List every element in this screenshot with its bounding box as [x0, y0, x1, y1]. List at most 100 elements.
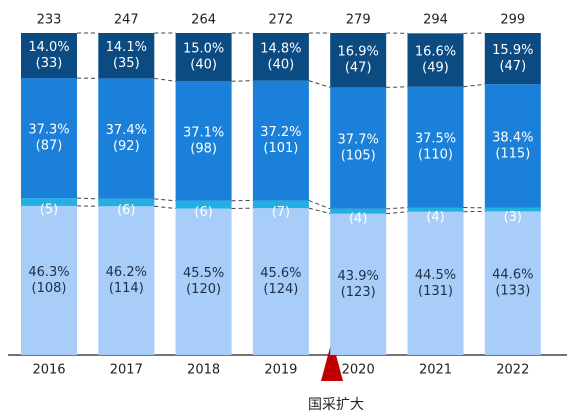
total-label: 272 [268, 13, 293, 28]
total-label: 264 [191, 13, 216, 28]
x-tick-label: 2019 [264, 363, 297, 378]
count-label: (47) [499, 59, 526, 74]
value-label: 37.1% [183, 126, 224, 141]
bar-segment [21, 198, 77, 206]
value-label: 15.9% [492, 43, 533, 58]
bar-segment [21, 33, 77, 79]
bar-segment [175, 81, 232, 201]
connector [154, 77, 176, 82]
value-label: 44.6% [492, 268, 533, 283]
bar-segment [484, 211, 541, 355]
connector [308, 80, 331, 88]
count-label: (47) [345, 61, 372, 76]
value-label: 16.6% [415, 45, 456, 60]
connector [386, 86, 408, 88]
value-label: 15.0% [183, 42, 224, 57]
value-label: 37.3% [28, 123, 69, 138]
value-label: 37.7% [338, 133, 379, 148]
count-label: (3) [504, 210, 522, 225]
connector [154, 198, 176, 202]
count-label: (49) [422, 61, 449, 76]
value-label: 14.8% [260, 41, 301, 56]
connector [308, 199, 331, 210]
count-label: (131) [418, 284, 453, 299]
count-label: (110) [418, 148, 453, 163]
count-label: (33) [36, 56, 63, 71]
total-label: 233 [37, 13, 62, 28]
connector [154, 205, 176, 209]
bar-segment [407, 86, 464, 208]
bar-segment [330, 208, 387, 214]
count-label: (108) [32, 281, 67, 296]
count-label: (133) [495, 284, 530, 299]
bar-segment [175, 200, 232, 209]
bar-segment [330, 33, 387, 88]
count-label: (101) [263, 141, 298, 156]
bar-segment [330, 87, 387, 209]
count-label: (120) [186, 282, 221, 297]
annotation: 国采扩大 [308, 397, 364, 413]
bar-segment [252, 33, 309, 81]
bar-segment [21, 78, 77, 199]
count-label: (6) [194, 205, 212, 220]
value-label: 44.5% [415, 268, 456, 283]
connector [386, 207, 408, 210]
connector [463, 83, 485, 88]
count-label: (98) [190, 142, 217, 157]
value-label: 37.2% [260, 125, 301, 140]
x-tick-label: 2016 [32, 363, 65, 378]
count-label: (105) [341, 149, 376, 164]
bar-segment [407, 207, 464, 212]
value-label: 38.4% [492, 131, 533, 146]
count-label: (87) [36, 139, 63, 154]
count-label: (6) [117, 203, 135, 218]
total-label: 247 [114, 13, 139, 28]
bar-segment [98, 206, 155, 355]
connector [386, 211, 408, 215]
value-label: 16.9% [338, 45, 379, 60]
bar-segment [330, 213, 387, 355]
value-label: 37.5% [415, 132, 456, 147]
value-label: 14.1% [106, 40, 147, 55]
count-label: (124) [263, 282, 298, 297]
bar-segment [407, 33, 464, 87]
count-label: (92) [113, 139, 140, 154]
total-label: 279 [346, 13, 371, 28]
connector [308, 207, 331, 215]
connector [231, 80, 253, 82]
bar-segment [484, 84, 541, 208]
count-label: (5) [40, 203, 58, 218]
total-label: 299 [500, 13, 525, 28]
bar-segment [484, 207, 541, 212]
count-label: (123) [341, 285, 376, 300]
x-tick-label: 2018 [187, 363, 220, 378]
value-label: 46.3% [28, 265, 69, 280]
value-label: 46.2% [106, 265, 147, 280]
bar-segment [98, 78, 155, 199]
x-tick-label: 2017 [110, 363, 143, 378]
value-label: 45.5% [183, 266, 224, 281]
value-label: 14.0% [28, 40, 69, 55]
bar-segment [21, 205, 77, 355]
bar-segment [252, 80, 309, 201]
bar-segment [484, 33, 541, 85]
count-label: (40) [190, 58, 217, 73]
x-tick-label: 2022 [496, 363, 529, 378]
bar-segment [98, 198, 155, 207]
x-tick-label: 2021 [419, 363, 452, 378]
connector [76, 197, 99, 200]
annotation-marker [321, 340, 343, 381]
bar-segment [175, 33, 232, 82]
count-label: (4) [349, 212, 367, 227]
count-label: (114) [109, 281, 144, 296]
total-label: 294 [423, 13, 448, 28]
bar-segment [98, 33, 155, 79]
value-label: 37.4% [106, 123, 147, 138]
bar-segment [252, 208, 309, 355]
bar-segment [175, 208, 232, 355]
count-label: (4) [426, 210, 444, 225]
x-tick-label: 2020 [342, 363, 375, 378]
count-label: (115) [495, 147, 530, 162]
bar-segment [252, 200, 309, 209]
